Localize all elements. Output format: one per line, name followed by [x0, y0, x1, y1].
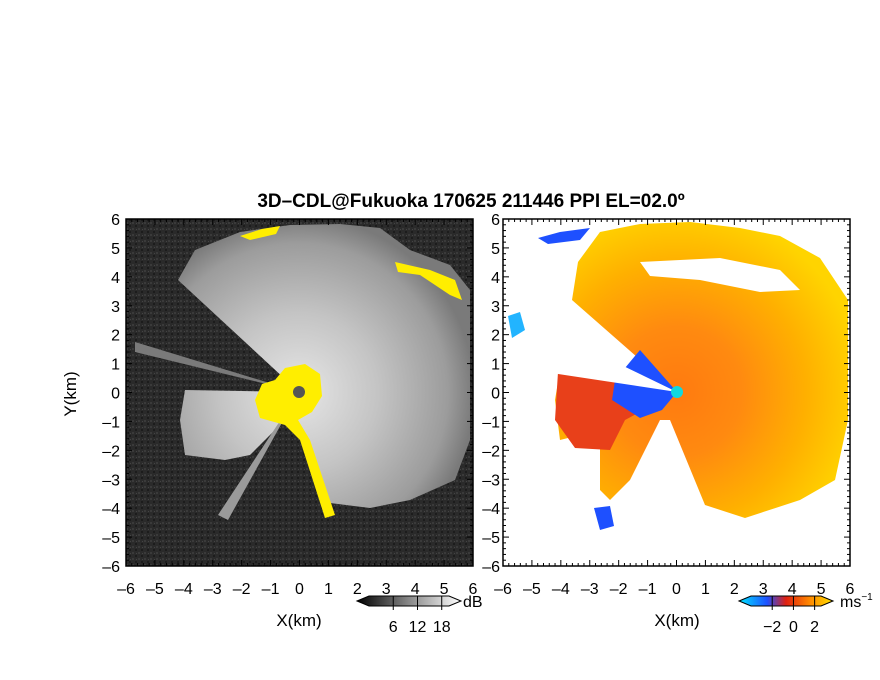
velocity-colorbar-bar: [737, 595, 835, 607]
velocity-blue-patch-west: [508, 312, 525, 338]
y-tick-label: 6: [111, 212, 120, 229]
reflectivity-beam-wedge: [218, 392, 299, 520]
x-tick-label: 2: [353, 581, 362, 598]
colorbar-tick-label: 0: [789, 619, 798, 636]
y-tick-label: –3: [102, 472, 120, 489]
x-tick-label: 5: [440, 581, 449, 598]
x-tick-label: 1: [324, 581, 333, 598]
x-tick-label: 6: [469, 581, 478, 598]
x-tick-label: –6: [494, 581, 512, 598]
y-tick-label: –2: [482, 443, 500, 460]
x-tick-label: 0: [295, 581, 304, 598]
reflectivity-x-tick-labels: –6 –5 –4 –3 –2 –1 0 1 2 3 4 5 6: [117, 581, 477, 598]
colorbar-tick-label: 18: [433, 619, 451, 636]
velocity-colorbar-unit-base: ms: [840, 594, 861, 611]
y-tick-label: 0: [111, 386, 120, 403]
velocity-blue-patch-south: [594, 506, 614, 530]
reflectivity-colorbar: dB 6 12 18: [355, 594, 483, 636]
y-tick-label: 1: [491, 357, 500, 374]
y-tick-label: 5: [111, 241, 120, 258]
y-tick-label: 0: [491, 386, 500, 403]
colorbar-tick-label: 12: [409, 619, 427, 636]
y-tick-label: –5: [102, 530, 120, 547]
reflectivity-echo: [178, 224, 470, 508]
colorbar-tick-label: −2: [763, 619, 781, 636]
velocity-x-axis-label: X(km): [654, 611, 699, 630]
velocity-colorbar-ticks: −2 0 2: [763, 596, 819, 636]
y-tick-label: 4: [111, 270, 120, 287]
x-tick-label: –3: [581, 581, 599, 598]
x-tick-label: –3: [204, 581, 222, 598]
y-tick-label: 6: [491, 212, 500, 229]
reflectivity-yellow-core: [255, 364, 335, 518]
velocity-colorbar: ms−1 −2 0 2: [737, 592, 873, 636]
reflectivity-x-axis-label: X(km): [276, 611, 321, 630]
velocity-x-tick-labels: –6 –5 –4 –3 –2 –1 0 1 2 3 4 5 6 6 5 4 3 2 1 0 –1 –2 –3 –4 –5 –6: [482, 212, 854, 598]
y-tick-label: –2: [102, 443, 120, 460]
velocity-white-gap: [640, 258, 800, 292]
velocity-ticks: [502, 218, 851, 567]
reflectivity-colorbar-ticks: 6 12 18: [389, 596, 451, 636]
x-tick-label: 0: [672, 581, 681, 598]
x-tick-label: 4: [411, 581, 420, 598]
velocity-radar-site: [671, 386, 683, 398]
y-tick-label: –6: [482, 559, 500, 576]
x-tick-label: –4: [175, 581, 193, 598]
reflectivity-colorbar-bar: [355, 595, 463, 607]
x-tick-label: 3: [382, 581, 391, 598]
x-tick-label: –4: [552, 581, 570, 598]
y-tick-label: 1: [111, 357, 120, 374]
y-tick-label: 2: [491, 328, 500, 345]
velocity-white-wedge: [545, 328, 677, 392]
velocity-blue-patch-north: [538, 228, 590, 244]
figure-title: 3D–CDL@Fukuoka 170625 211446 PPI EL=02.0…: [257, 191, 684, 212]
x-tick-label: –5: [146, 581, 164, 598]
y-tick-label: –5: [482, 530, 500, 547]
y-tick-label: –3: [482, 472, 500, 489]
y-tick-label: 3: [111, 299, 120, 316]
y-tick-label: –1: [102, 414, 120, 431]
y-tick-label: –4: [482, 501, 500, 518]
y-tick-label: –1: [482, 414, 500, 431]
reflectivity-y-tick-labels: 6 5 4 3 2 1 0 –1 –2 –3 –4 –5 –6: [102, 212, 120, 576]
x-tick-label: –1: [262, 581, 280, 598]
x-tick-label: 4: [788, 581, 797, 598]
x-tick-label: 5: [817, 581, 826, 598]
x-tick-label: –1: [639, 581, 657, 598]
reflectivity-beam-streak: [135, 342, 299, 392]
x-tick-label: –2: [610, 581, 628, 598]
y-tick-label: 5: [491, 241, 500, 258]
x-tick-label: –5: [523, 581, 541, 598]
velocity-panel: –6 –5 –4 –3 –2 –1 0 1 2 3 4 5 6 6 5 4 3 2 1 0 –1 –2 –3 –4 –5 –6 X…: [482, 212, 873, 636]
x-tick-label: –2: [233, 581, 251, 598]
reflectivity-radar-site: [293, 386, 305, 398]
reflectivity-y-axis-label: Y(km): [61, 371, 80, 416]
y-tick-label: 3: [491, 299, 500, 316]
y-tick-label: –6: [102, 559, 120, 576]
x-tick-label: 3: [759, 581, 768, 598]
y-tick-label: –4: [102, 501, 120, 518]
x-tick-label: –6: [117, 581, 135, 598]
velocity-echo: [555, 222, 848, 518]
x-tick-label: 1: [701, 581, 710, 598]
x-tick-label: 6: [846, 581, 855, 598]
reflectivity-yellow-edge: [395, 262, 462, 300]
velocity-colorbar-unit-exp: −1: [861, 592, 873, 603]
x-tick-label: 2: [730, 581, 739, 598]
reflectivity-colorbar-unit: dB: [463, 594, 483, 611]
y-tick-label: 4: [491, 270, 500, 287]
y-tick-label: 2: [111, 328, 120, 345]
reflectivity-ticks: [125, 218, 474, 567]
reflectivity-panel: –6 –5 –4 –3 –2 –1 0 1 2 3 4 5 6 6543210–1–2–3–4–5–6 …: [61, 212, 483, 636]
velocity-colorbar-unit: ms−1: [840, 592, 873, 611]
colorbar-tick-label: 6: [389, 619, 398, 636]
reflectivity-yellow-top: [240, 226, 280, 240]
colorbar-tick-label: 2: [810, 619, 819, 636]
